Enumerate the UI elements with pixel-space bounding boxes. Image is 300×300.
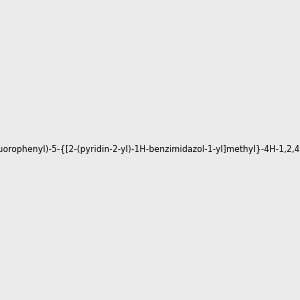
- Text: 4-(3-chloro-4-fluorophenyl)-5-{[2-(pyridin-2-yl)-1H-benzimidazol-1-yl]methyl}-4H: 4-(3-chloro-4-fluorophenyl)-5-{[2-(pyrid…: [0, 146, 300, 154]
